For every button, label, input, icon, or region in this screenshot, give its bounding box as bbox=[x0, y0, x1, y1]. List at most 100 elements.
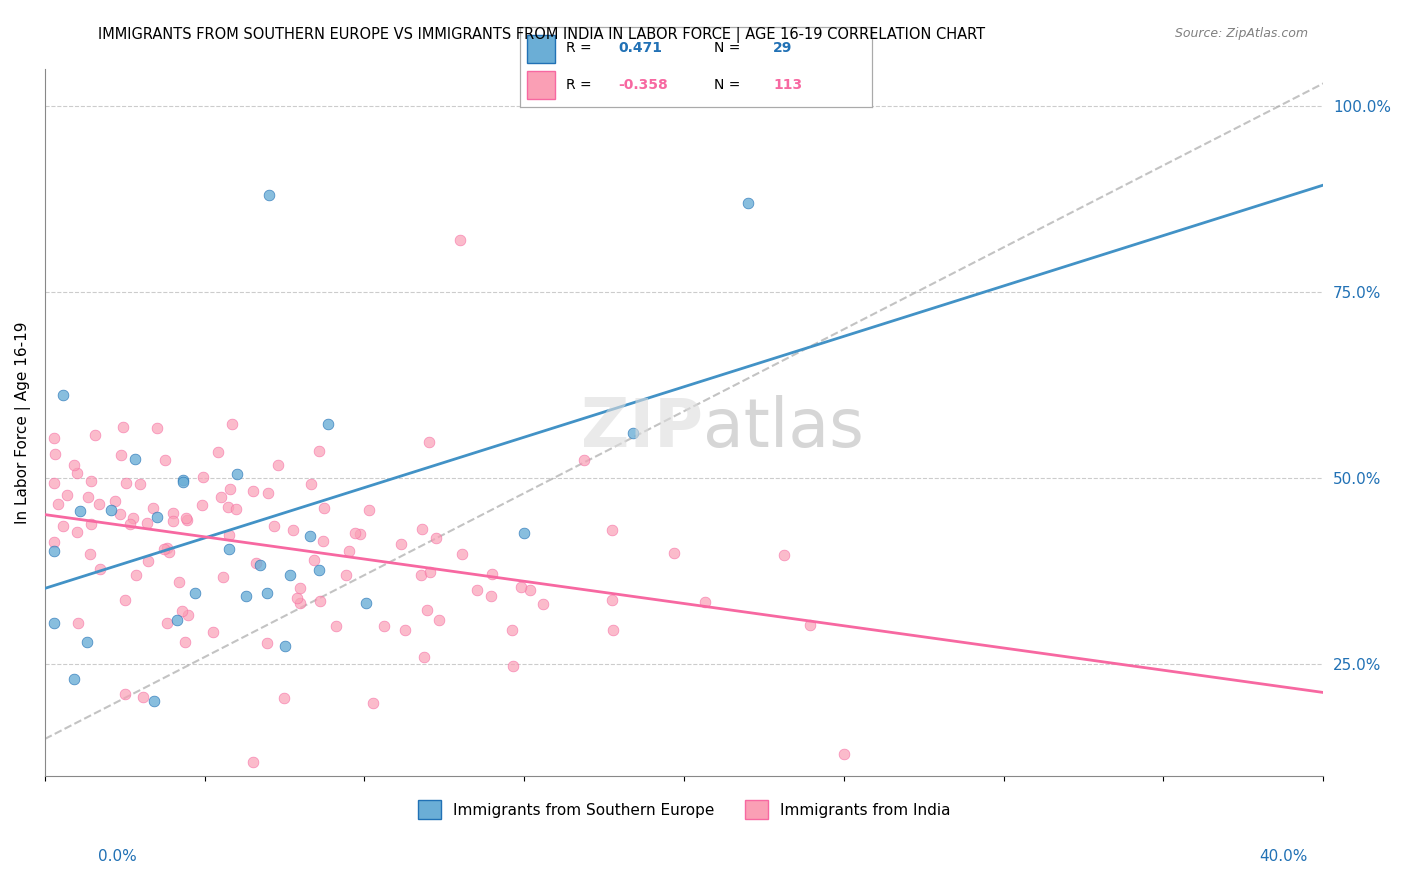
Point bbox=[354, 596, 377, 610]
Point bbox=[80, 475, 103, 489]
Point bbox=[409, 568, 432, 582]
Text: N =: N = bbox=[714, 78, 740, 92]
Point bbox=[166, 613, 188, 627]
Point bbox=[76, 634, 98, 648]
Point bbox=[394, 623, 416, 637]
Text: 0.471: 0.471 bbox=[619, 41, 662, 55]
Point bbox=[153, 453, 176, 467]
Point bbox=[172, 474, 194, 488]
Point bbox=[501, 623, 523, 637]
Point bbox=[662, 546, 685, 560]
Point bbox=[66, 615, 89, 630]
Text: 29: 29 bbox=[773, 41, 793, 55]
Point bbox=[361, 697, 384, 711]
Point bbox=[122, 511, 145, 525]
Point bbox=[84, 428, 107, 442]
Point bbox=[249, 558, 271, 573]
Point bbox=[467, 582, 489, 597]
Point bbox=[263, 519, 285, 533]
Point bbox=[510, 580, 533, 594]
Point bbox=[225, 502, 247, 516]
Text: 40.0%: 40.0% bbox=[1260, 849, 1308, 863]
Point bbox=[312, 533, 335, 548]
FancyBboxPatch shape bbox=[527, 35, 555, 62]
Point bbox=[418, 434, 440, 449]
Point bbox=[413, 649, 436, 664]
Point bbox=[695, 595, 717, 609]
Point bbox=[218, 528, 240, 542]
Point bbox=[87, 497, 110, 511]
Point bbox=[172, 604, 194, 618]
Point bbox=[415, 603, 437, 617]
Point bbox=[737, 195, 759, 210]
Point bbox=[288, 581, 311, 595]
Point bbox=[112, 420, 135, 434]
Point bbox=[89, 562, 111, 576]
Text: R =: R = bbox=[567, 41, 592, 55]
Point bbox=[481, 567, 503, 582]
Point bbox=[145, 421, 167, 435]
Point bbox=[44, 476, 66, 491]
Point bbox=[124, 451, 146, 466]
Point bbox=[281, 524, 304, 538]
Point bbox=[273, 690, 295, 705]
Point bbox=[308, 563, 330, 577]
Point bbox=[63, 458, 86, 472]
Point bbox=[411, 523, 433, 537]
Point bbox=[115, 475, 138, 490]
Point bbox=[325, 618, 347, 632]
Point bbox=[100, 503, 122, 517]
Point bbox=[531, 597, 554, 611]
Point bbox=[302, 553, 325, 567]
Point bbox=[176, 513, 198, 527]
Point bbox=[136, 554, 159, 568]
Point bbox=[278, 567, 301, 582]
Point bbox=[274, 639, 297, 653]
Point bbox=[602, 623, 624, 637]
Point bbox=[114, 688, 136, 702]
Point bbox=[479, 590, 502, 604]
Point bbox=[152, 541, 174, 556]
Point bbox=[79, 547, 101, 561]
Point bbox=[172, 475, 194, 489]
Point bbox=[44, 447, 66, 461]
Point bbox=[832, 747, 855, 761]
Point bbox=[314, 501, 336, 516]
Point bbox=[162, 506, 184, 520]
Point bbox=[177, 607, 200, 622]
Point bbox=[316, 417, 339, 432]
Point bbox=[184, 586, 207, 600]
Point bbox=[267, 458, 290, 472]
Point bbox=[114, 592, 136, 607]
Text: R =: R = bbox=[567, 78, 592, 92]
Text: 113: 113 bbox=[773, 78, 803, 92]
Point bbox=[337, 543, 360, 558]
Point bbox=[201, 624, 224, 639]
Point bbox=[349, 526, 371, 541]
Point bbox=[773, 548, 796, 562]
Point bbox=[242, 483, 264, 498]
Point bbox=[157, 545, 180, 559]
Text: Source: ZipAtlas.com: Source: ZipAtlas.com bbox=[1174, 27, 1308, 40]
Point bbox=[218, 541, 240, 556]
Point bbox=[129, 476, 152, 491]
Point bbox=[46, 497, 69, 511]
Point bbox=[52, 518, 75, 533]
Text: ZIP: ZIP bbox=[581, 395, 703, 461]
Point bbox=[309, 594, 332, 608]
Point bbox=[145, 510, 167, 524]
Point bbox=[217, 500, 239, 514]
Point bbox=[600, 523, 623, 537]
Point bbox=[136, 516, 159, 530]
Point bbox=[69, 504, 91, 518]
Point bbox=[132, 690, 155, 704]
Point bbox=[125, 568, 148, 582]
Point bbox=[142, 500, 165, 515]
Point bbox=[513, 526, 536, 541]
Point bbox=[419, 565, 441, 579]
Point bbox=[256, 586, 278, 600]
Point bbox=[373, 619, 395, 633]
Point bbox=[174, 635, 197, 649]
Point bbox=[221, 417, 243, 431]
Point bbox=[156, 541, 179, 555]
